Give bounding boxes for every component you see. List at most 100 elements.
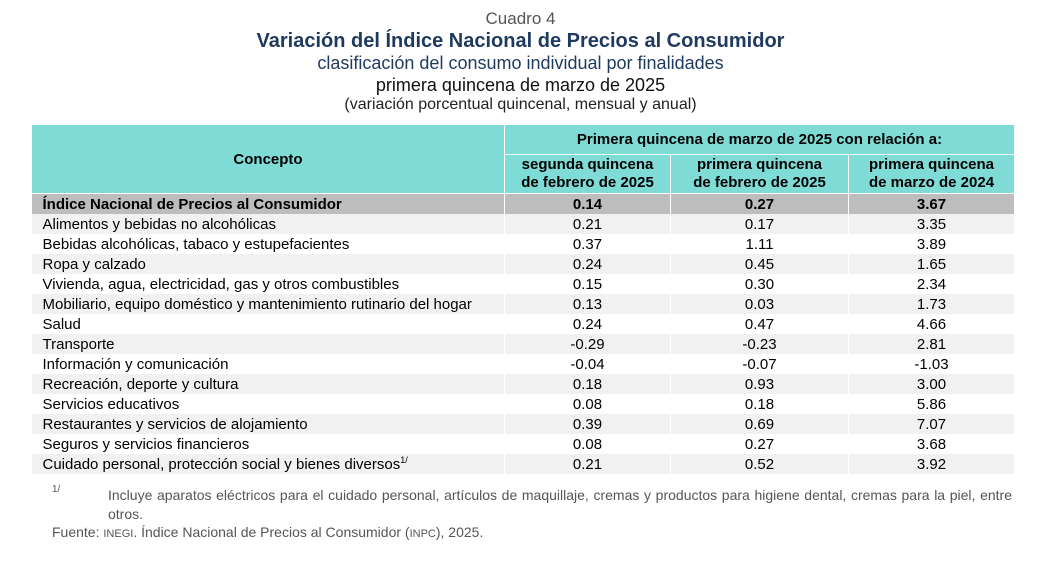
row-value-col3: 4.66 <box>848 314 1016 334</box>
row-label: Mobiliario, equipo doméstico y mantenimi… <box>31 294 505 314</box>
source-label: Fuente: <box>52 524 100 540</box>
row-value-col2: 0.30 <box>670 274 849 294</box>
subtitle-units: (variación porcentual quincenal, mensual… <box>344 96 697 113</box>
row-value-col1: 0.24 <box>504 314 671 334</box>
row-value-col2: 0.52 <box>670 454 849 474</box>
row-value-col3: 2.34 <box>848 274 1016 294</box>
source-org: INEGI <box>103 528 134 540</box>
table-row: Transporte -0.29 -0.23 2.81 <box>31 334 1016 354</box>
row-value-col2: 0.93 <box>670 374 849 394</box>
table-row: Seguros y servicios financieros 0.08 0.27 3… <box>31 434 1016 454</box>
row-value-col1: 0.37 <box>504 234 671 254</box>
row-label-text: Restaurantes y servicios de alojamiento <box>42 415 308 433</box>
row-value-col1: -0.04 <box>504 354 671 374</box>
group-header: Primera quincena de marzo de 2025 con re… <box>503 124 1016 155</box>
row-label: Índice Nacional de Precios al Consumidor <box>31 193 505 214</box>
row-value-col2: 0.27 <box>670 434 849 454</box>
row-value-col2: 0.69 <box>670 414 849 434</box>
table-body: Índice Nacional de Precios al Consumidor… <box>31 193 1016 474</box>
row-label: Bebidas alcohólicas, tabaco y estupefaci… <box>31 234 505 254</box>
subtitle-period: primera quincena de marzo de 2025 <box>375 75 666 95</box>
row-label-text: Recreación, deporte y cultura <box>42 375 239 393</box>
table-row: Ropa y calzado 0.24 0.45 1.65 <box>31 254 1016 274</box>
col-header-1: segunda quincena de febrero de 2025 <box>504 154 671 194</box>
col-header-3: primera quincena de marzo de 2024 <box>847 154 1016 194</box>
source-abbr: INPC <box>409 528 436 540</box>
row-value-col2: 0.03 <box>670 294 849 314</box>
row-label-text: Vivienda, agua, electricidad, gas y otro… <box>42 275 400 293</box>
col-header-1-line2: de febrero de 2025 <box>521 174 654 191</box>
page-title: Variación del Índice Nacional de Precios… <box>256 30 785 52</box>
row-value-col3: 3.92 <box>848 454 1016 474</box>
row-value-col1: 0.21 <box>504 454 671 474</box>
table-row: Cuidado personal, protección social y bi… <box>31 454 1016 474</box>
row-label-text: Mobiliario, equipo doméstico y mantenimi… <box>42 295 472 313</box>
row-label: Restaurantes y servicios de alojamiento <box>31 414 505 434</box>
row-label: Recreación, deporte y cultura <box>31 374 505 394</box>
table-row: Bebidas alcohólicas, tabaco y estupefaci… <box>31 234 1016 254</box>
row-value-col3: 3.67 <box>848 193 1016 214</box>
col-header-2-line2: de febrero de 2025 <box>693 174 826 191</box>
row-value-col1: 0.18 <box>504 374 671 394</box>
col-header-1-line1: segunda quincena <box>521 156 654 173</box>
source-note: Fuente: INEGI. Índice Nacional de Precio… <box>52 524 483 540</box>
col-header-2-line1: primera quincena <box>696 156 823 173</box>
table-row: Información y comunicación -0.04 -0.07 -1.0… <box>31 354 1016 374</box>
source-text-before: . Índice Nacional de Precios al Consumid… <box>133 524 410 540</box>
source-text-after: ), 2025. <box>435 524 484 540</box>
row-value-col1: 0.24 <box>504 254 671 274</box>
row-label: Salud <box>31 314 505 334</box>
row-label: Servicios educativos <box>31 394 505 414</box>
row-label-text: Bebidas alcohólicas, tabaco y estupefaci… <box>42 235 350 253</box>
col-header-2: primera quincena de febrero de 2025 <box>670 154 849 194</box>
row-label-text: Cuidado personal, protección social y bi… <box>42 456 401 473</box>
row-label-text: Información y comunicación <box>42 355 229 373</box>
row-label-text: Salud <box>42 315 81 333</box>
row-label: Vivienda, agua, electricidad, gas y otro… <box>31 274 505 294</box>
footnote-text: Incluye aparatos eléctricos para el cuid… <box>108 487 1012 522</box>
row-label: Alimentos y bebidas no alcohólicas <box>31 214 505 234</box>
row-value-col2: -0.23 <box>670 334 849 354</box>
row-label: Cuidado personal, protección social y bi… <box>31 454 505 474</box>
row-value-col1: 0.14 <box>504 193 671 214</box>
row-value-col2: 0.47 <box>670 314 849 334</box>
row-value-col3: 7.07 <box>848 414 1016 434</box>
row-value-col2: 1.11 <box>670 234 849 254</box>
row-value-col3: 3.68 <box>848 434 1016 454</box>
row-value-col1: 0.08 <box>504 434 671 454</box>
table-row: Servicios educativos 0.08 0.18 5.86 <box>31 394 1016 414</box>
table-row: Mobiliario, equipo doméstico y mantenimi… <box>31 294 1016 314</box>
row-value-col3: 1.73 <box>848 294 1016 314</box>
row-label-text: Seguros y servicios financieros <box>42 435 250 453</box>
row-value-col2: 0.18 <box>670 394 849 414</box>
row-value-col1: 0.13 <box>504 294 671 314</box>
row-label: Ropa y calzado <box>31 254 505 274</box>
titles-block: Cuadro 4 Variación del Índice Nacional d… <box>0 8 1041 113</box>
row-label-text: Alimentos y bebidas no alcohólicas <box>42 215 276 233</box>
table-row-total: Índice Nacional de Precios al Consumidor… <box>31 193 1016 214</box>
row-label-text: Transporte <box>42 335 115 353</box>
row-value-col3: 2.81 <box>848 334 1016 354</box>
concept-header: Concepto <box>31 124 505 194</box>
table-row: Vivienda, agua, electricidad, gas y otro… <box>31 274 1016 294</box>
footnote: 1/ Incluye aparatos eléctricos para el c… <box>52 484 1012 524</box>
row-value-col1: 0.21 <box>504 214 671 234</box>
subtitle-classification: clasificación del consumo individual por… <box>317 53 724 73</box>
row-value-col3: 3.00 <box>848 374 1016 394</box>
row-value-col1: -0.29 <box>504 334 671 354</box>
row-label-text: Servicios educativos <box>42 395 180 413</box>
inpc-table: Concepto Primera quincena de marzo de 20… <box>31 124 1016 474</box>
row-value-col2: -0.07 <box>670 354 849 374</box>
table-row: Alimentos y bebidas no alcohólicas 0.21 0.… <box>31 214 1016 234</box>
col-header-3-line2: de marzo de 2024 <box>868 174 995 191</box>
row-value-col2: 0.17 <box>670 214 849 234</box>
footnote-ref: 1/ <box>400 455 408 465</box>
row-value-col1: 0.39 <box>504 414 671 434</box>
row-value-col3: -1.03 <box>848 354 1016 374</box>
row-value-col1: 0.08 <box>504 394 671 414</box>
row-label: Transporte <box>31 334 505 354</box>
footnote-mark: 1/ <box>52 484 61 495</box>
table-number: Cuadro 4 <box>485 9 556 28</box>
row-label: Seguros y servicios financieros <box>31 434 505 454</box>
row-value-col3: 3.35 <box>848 214 1016 234</box>
